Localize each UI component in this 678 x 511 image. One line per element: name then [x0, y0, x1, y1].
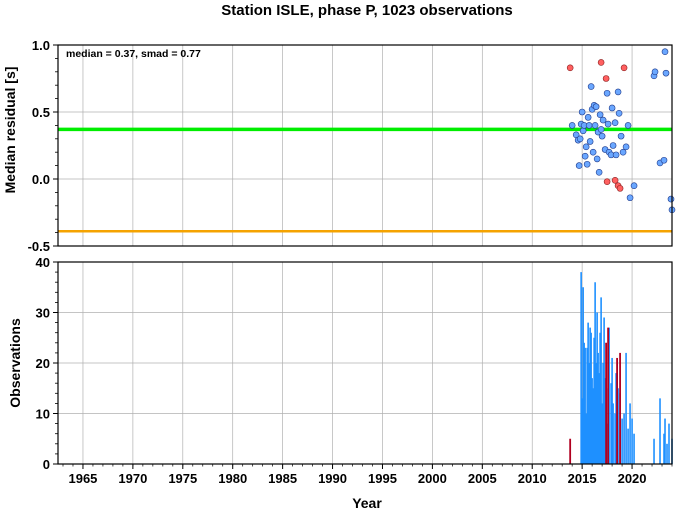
residual-point-red	[603, 178, 611, 185]
residual-point-blue	[608, 104, 616, 112]
residual-point-blue	[612, 151, 620, 159]
residual-point-blue	[660, 156, 668, 164]
residual-point-blue	[626, 194, 634, 202]
residual-point-red	[566, 64, 574, 72]
observations-y-tick-label: 10	[36, 407, 50, 422]
residual-point-blue	[593, 155, 601, 163]
observations-y-tick-label: 20	[36, 356, 50, 371]
residual-point-blue	[581, 152, 589, 160]
residual-plot-area	[58, 45, 672, 246]
x-tick-label: 2000	[418, 471, 447, 486]
residual-point-blue	[592, 103, 600, 110]
x-tick-label: 1970	[118, 471, 147, 486]
observations-panel: 1965 1970 1975 1980 1985 1990 1995 2000 2005 2010…	[36, 255, 673, 486]
residual-frame	[57, 44, 673, 247]
residual-point-blue	[579, 127, 587, 135]
residual-y-tick-label: 0.0	[32, 172, 50, 187]
residual-point-blue	[578, 108, 586, 116]
residual-point-blue	[611, 119, 619, 127]
residual-point-blue	[661, 48, 669, 56]
x-tick-label: 2010	[518, 471, 547, 486]
residual-point-blue	[603, 89, 611, 97]
residual-point-blue	[615, 110, 623, 117]
residual-point-blue	[598, 132, 606, 140]
residual-point-blue	[622, 143, 630, 151]
y-axis-label-observations: Observations	[7, 318, 23, 408]
residual-point-blue	[595, 169, 603, 176]
residual-point-blue	[575, 162, 583, 169]
residual-point-blue	[662, 69, 670, 77]
residual-point-blue	[609, 142, 617, 149]
residual-point-red	[597, 59, 605, 66]
observations-y-tick-label: 0	[43, 457, 50, 472]
y-axis-label-residual: Median residual [s]	[2, 67, 18, 194]
residual-point-blue	[591, 122, 599, 129]
x-axis-label: Year	[352, 495, 382, 511]
residual-point-blue	[617, 132, 625, 140]
residual-point-blue	[624, 122, 632, 129]
residual-point-blue	[576, 135, 584, 143]
annotation-text: median = 0.37, smad = 0.77	[66, 48, 201, 60]
residual-point-blue	[597, 126, 605, 133]
x-tick-label: 2020	[618, 471, 647, 486]
residual-point-blue	[619, 148, 627, 156]
residual-point-blue	[586, 138, 594, 145]
residual-point-blue	[583, 160, 591, 168]
x-tick-label: 1985	[268, 471, 297, 486]
observations-frame	[57, 261, 673, 465]
residual-point-blue	[582, 143, 590, 151]
residual-point-blue	[589, 148, 597, 156]
residual-point-blue	[651, 68, 659, 76]
residual-point-blue	[585, 122, 593, 129]
residual-point-blue	[587, 83, 595, 90]
residual-point-blue	[584, 114, 592, 121]
residual-panel: 1.0 0.5 0.0 -0.5	[28, 38, 676, 254]
residual-point-red	[602, 75, 610, 82]
x-tick-label: 1975	[168, 471, 197, 486]
residual-point-red	[616, 185, 624, 192]
observations-y-tick-label: 30	[36, 306, 50, 321]
x-tick-label: 1995	[368, 471, 397, 486]
chart-title: Station ISLE, phase P, 1023 observations	[221, 2, 513, 19]
residual-point-blue	[596, 111, 604, 118]
residual-point-red	[611, 177, 619, 184]
x-tick-label: 2005	[468, 471, 497, 486]
residual-y-tick-label: 0.5	[32, 105, 50, 120]
residual-point-blue	[667, 195, 675, 203]
residual-y-tick-label: -0.5	[28, 239, 50, 254]
residual-point-blue	[568, 122, 576, 129]
x-tick-label: 1965	[68, 471, 97, 486]
x-tick-label: 1990	[318, 471, 347, 486]
residual-point-red	[620, 64, 628, 72]
x-tick-label: 1980	[218, 471, 247, 486]
residual-point-blue	[630, 182, 638, 189]
residual-point-blue	[604, 120, 612, 128]
x-tick-label: 2015	[568, 471, 597, 486]
residual-point-blue	[599, 116, 607, 124]
observations-y-tick-label: 40	[36, 255, 50, 270]
residual-y-tick-label: 1.0	[32, 38, 50, 53]
residual-point-blue	[614, 88, 622, 96]
